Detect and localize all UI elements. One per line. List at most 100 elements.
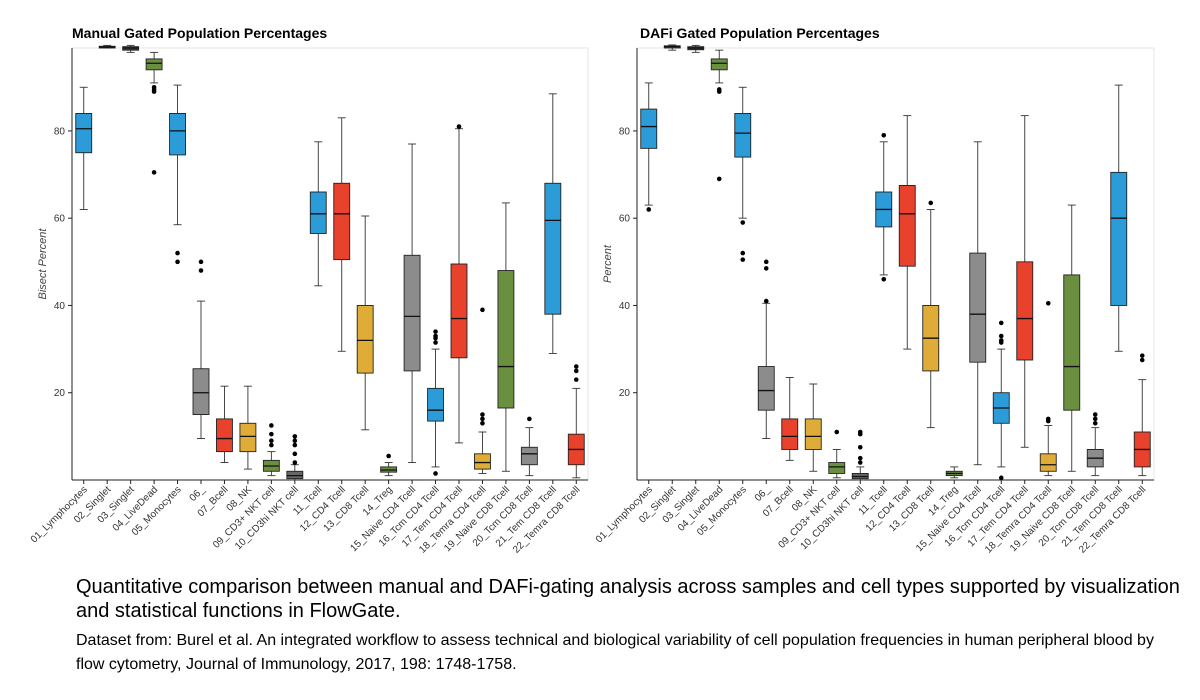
y-tick-label: 60 [54, 214, 66, 225]
y-tick-label: 80 [619, 126, 631, 137]
dafi-gated-panel: DAFi Gated Population Percentages 20 40 60 8… [594, 25, 1155, 556]
outlier-point [292, 460, 298, 465]
outlier-point [646, 207, 652, 212]
box-body [1016, 261, 1034, 361]
box-body [75, 113, 93, 154]
box-body [216, 418, 233, 453]
outlier-point [928, 200, 934, 206]
outlier-point [480, 412, 485, 417]
outlier-point [857, 444, 863, 450]
outlier-point [740, 257, 746, 262]
outlier-point [857, 460, 863, 465]
outlier-point [763, 259, 769, 265]
box-body [544, 182, 562, 315]
outlier-point [269, 423, 274, 428]
outlier-point [740, 250, 746, 256]
outlier-point [881, 276, 887, 282]
plot-area [71, 47, 589, 481]
outlier-point [151, 170, 157, 175]
box-body [710, 58, 728, 71]
y-tick-label: 20 [54, 388, 66, 399]
outlier-point [433, 329, 438, 334]
outlier-point [433, 471, 438, 476]
outlier-point [881, 132, 887, 138]
outlier-point [456, 124, 462, 129]
outlier-point [198, 259, 204, 265]
outlier-point [716, 89, 722, 94]
outlier-point [175, 250, 180, 256]
box-body [333, 182, 351, 261]
outlier-point [480, 307, 485, 313]
outlier-point [1092, 412, 1098, 417]
box-body [828, 462, 846, 474]
outlier-point [998, 338, 1004, 343]
x-tick-label: 06_ [753, 484, 773, 504]
outlier-point [198, 268, 204, 273]
box-body [403, 254, 421, 372]
caption-main-text: Quantitative comparison between manual a… [76, 576, 1180, 622]
outlier-point [1092, 420, 1098, 426]
outlier-point [740, 220, 746, 225]
caption-source-text: Dataset from: Burel et al. An integrated… [76, 632, 1154, 673]
outlier-point [433, 340, 438, 345]
outlier-point [998, 320, 1004, 326]
outlier-point [527, 416, 532, 422]
outlier-point [292, 451, 298, 457]
outlier-point [716, 176, 722, 182]
outlier-point [763, 266, 769, 271]
outlier-point [386, 453, 391, 459]
y-tick-label: 20 [619, 388, 631, 399]
outlier-point [857, 429, 863, 435]
outlier-point [998, 475, 1004, 481]
charts-area: Manual Gated Population Percentages 20 40 6… [29, 25, 1155, 556]
box-body [309, 191, 327, 234]
outlier-point [292, 438, 298, 444]
box-body [239, 422, 257, 453]
box-body [520, 446, 538, 466]
outlier-point [998, 333, 1004, 339]
y-tick-label: 80 [54, 126, 66, 137]
outlier-point [763, 298, 769, 304]
y-axis-label: Percent [602, 244, 614, 283]
x-tick-label: 06_ [188, 484, 208, 504]
box-body [898, 185, 916, 267]
box-body [145, 58, 163, 71]
box-body [804, 418, 822, 450]
outlier-point [480, 416, 485, 422]
outlier-point [857, 455, 863, 461]
outlier-point [480, 420, 485, 426]
figure-caption: Quantitative comparison between manual a… [76, 575, 1186, 677]
outlier-point [573, 377, 579, 382]
box-body [356, 305, 374, 374]
y-tick-label: 60 [619, 214, 631, 225]
outlier-point [292, 434, 298, 439]
box-body [969, 252, 987, 363]
y-tick-label: 40 [619, 301, 631, 312]
outlier-point [269, 431, 274, 437]
y-axis-label: Bisect Percent [37, 228, 49, 300]
box-body [169, 113, 186, 156]
box-body [1063, 274, 1081, 411]
box-body [1110, 171, 1128, 306]
chart-title: Manual Gated Population Percentages [72, 25, 327, 41]
outlier-point [269, 438, 274, 444]
plot-area [636, 47, 1155, 481]
box-body [734, 113, 752, 158]
box-body [781, 418, 799, 450]
outlier-point [1045, 416, 1051, 422]
box-body [192, 368, 210, 415]
outlier-point [151, 89, 157, 94]
box-body [474, 453, 491, 470]
outlier-point [573, 364, 579, 369]
outlier-point [269, 442, 274, 448]
box-body [497, 270, 515, 409]
outlier-point [1139, 353, 1145, 358]
box-body [1039, 453, 1057, 472]
outlier-point [834, 429, 840, 435]
outlier-point [175, 259, 180, 265]
chart-title: DAFi Gated Population Percentages [640, 25, 880, 41]
outlier-point [1045, 300, 1051, 306]
box-body [450, 263, 468, 359]
box-body [427, 387, 444, 422]
outlier-point [292, 442, 298, 448]
